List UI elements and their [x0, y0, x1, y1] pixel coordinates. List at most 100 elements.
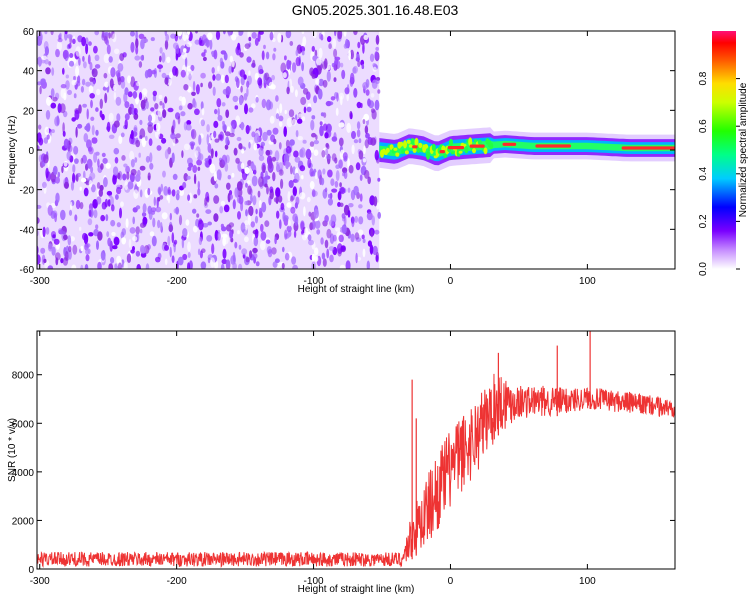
noise-speckle: [68, 60, 75, 67]
noise-speckle: [161, 137, 167, 144]
noise-speckle: [245, 257, 250, 263]
noise-speckle: [233, 254, 236, 265]
noise-speckle: [172, 173, 178, 180]
noise-speckle: [135, 250, 141, 257]
noise-speckle: [371, 109, 377, 120]
noise-speckle: [238, 244, 242, 250]
noise-speckle: [318, 78, 325, 87]
noise-speckle: [147, 114, 153, 123]
noise-speckle: [264, 170, 268, 182]
y-tick-label: 20: [23, 106, 35, 117]
noise-speckle: [231, 60, 235, 68]
noise-speckle: [67, 89, 72, 95]
noise-speckle: [115, 194, 119, 200]
noise-speckle: [106, 44, 111, 55]
noise-speckle: [339, 202, 344, 207]
noise-speckle: [37, 254, 41, 265]
noise-speckle: [178, 96, 183, 102]
noise-speckle: [172, 119, 176, 131]
noise-speckle: [244, 167, 250, 174]
noise-speckle: [126, 171, 130, 180]
noise-speckle: [356, 129, 361, 138]
noise-speckle: [102, 157, 108, 164]
noise-speckle: [194, 39, 201, 45]
noise-speckle: [79, 226, 82, 231]
noise-speckle: [194, 150, 199, 159]
noise-speckle: [161, 72, 167, 79]
signal-detail: [408, 144, 413, 148]
noise-speckle: [78, 57, 81, 66]
x-tick-label: -300: [30, 276, 50, 287]
noise-speckle: [72, 38, 76, 44]
noise-speckle: [220, 263, 225, 269]
noise-speckle: [55, 192, 60, 204]
noise-speckle: [162, 102, 165, 110]
noise-speckle: [299, 165, 306, 172]
noise-speckle: [110, 67, 116, 78]
noise-speckle: [233, 31, 239, 38]
noise-speckle: [147, 172, 151, 180]
noise-speckle: [327, 198, 333, 206]
noise-speckle: [209, 39, 213, 50]
noise-speckle: [191, 91, 196, 97]
y-tick-label: 0: [28, 565, 34, 576]
noise-speckle: [167, 186, 171, 196]
noise-speckle: [240, 162, 245, 170]
noise-speckle: [117, 172, 121, 180]
noise-speckle: [96, 196, 102, 205]
noise-speckle: [353, 139, 359, 144]
noise-speckle: [335, 227, 341, 232]
noise-speckle: [372, 62, 377, 68]
noise-speckle: [75, 46, 81, 57]
noise-speckle: [81, 78, 86, 86]
noise-speckle: [127, 181, 134, 190]
noise-speckle: [322, 168, 326, 175]
noise-speckle: [57, 37, 63, 43]
noise-speckle: [132, 236, 138, 242]
noise-speckle: [187, 166, 192, 171]
noise-speckle: [254, 72, 259, 81]
noise-speckle: [281, 262, 285, 269]
noise-speckle: [320, 112, 325, 117]
noise-speckle: [190, 64, 195, 72]
noise-speckle: [300, 96, 307, 106]
noise-speckle: [343, 31, 347, 37]
noise-speckle: [90, 99, 93, 109]
noise-speckle: [197, 188, 201, 196]
noise-speckle: [287, 219, 291, 227]
noise-speckle: [89, 77, 94, 82]
noise-speckle: [288, 180, 294, 188]
noise-speckle: [244, 103, 248, 115]
noise-speckle: [313, 140, 319, 145]
noise-speckle: [224, 74, 229, 84]
noise-speckle: [377, 211, 382, 219]
noise-speckle: [343, 171, 348, 179]
noise-speckle: [181, 237, 185, 249]
noise-speckle: [273, 47, 277, 52]
noise-speckle: [144, 135, 148, 141]
noise-speckle: [339, 182, 342, 188]
noise-speckle: [317, 169, 322, 180]
noise-speckle: [355, 57, 360, 62]
noise-speckle: [229, 231, 233, 237]
noise-speckle: [237, 31, 244, 36]
noise-speckle: [90, 207, 94, 219]
noise-speckle: [244, 236, 249, 243]
noise-speckle: [232, 199, 236, 210]
signal-detail: [414, 137, 419, 147]
noise-speckle: [277, 33, 282, 43]
noise-speckle: [113, 84, 117, 92]
noise-speckle: [100, 250, 106, 261]
noise-speckle: [113, 120, 120, 128]
noise-speckle: [248, 36, 252, 42]
noise-speckle: [44, 126, 50, 136]
noise-speckle: [150, 107, 155, 112]
noise-speckle: [139, 119, 143, 125]
noise-speckle: [220, 200, 226, 206]
noise-speckle: [314, 247, 319, 256]
noise-speckle: [112, 166, 119, 176]
colorbar-tick-label: 0.6: [698, 119, 709, 133]
noise-speckle: [208, 81, 213, 89]
noise-speckle: [286, 117, 293, 128]
